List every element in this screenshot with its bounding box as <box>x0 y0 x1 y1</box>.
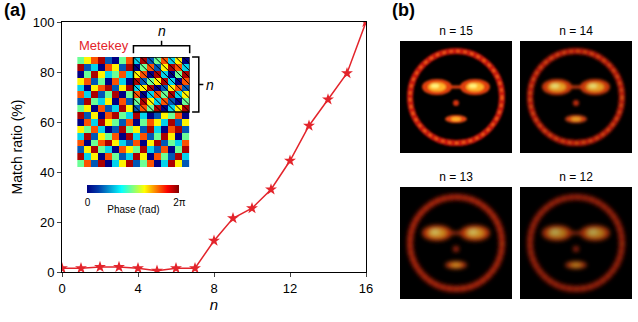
svg-text:60: 60 <box>40 115 54 130</box>
svg-text:0: 0 <box>58 281 65 296</box>
svg-text:2π: 2π <box>173 197 186 208</box>
svg-text:n: n <box>158 23 166 39</box>
svg-text:8: 8 <box>210 281 217 296</box>
svg-text:0: 0 <box>85 197 91 208</box>
svg-text:n: n <box>206 77 214 93</box>
html-text:n = 13: n = 13 <box>439 170 473 184</box>
svg-text:100: 100 <box>33 15 55 30</box>
svg-text:n: n <box>210 296 218 313</box>
svg-text:Phase (rad): Phase (rad) <box>107 204 159 215</box>
html-text:(b): (b) <box>392 0 415 20</box>
html-text:n = 12: n = 12 <box>559 170 593 184</box>
svg-text:Match ratio (%): Match ratio (%) <box>9 100 25 195</box>
svg-text:20: 20 <box>40 215 54 230</box>
html-text:n = 14: n = 14 <box>559 24 593 38</box>
svg-text:Metekey: Metekey <box>79 38 129 53</box>
html-text:n = 15: n = 15 <box>439 24 473 38</box>
svg-text:4: 4 <box>134 281 141 296</box>
svg-text:12: 12 <box>283 281 297 296</box>
svg-text:0: 0 <box>47 265 54 280</box>
svg-text:80: 80 <box>40 65 54 80</box>
svg-text:16: 16 <box>359 281 373 296</box>
html-text:(a): (a) <box>4 0 26 20</box>
svg-text:40: 40 <box>40 165 54 180</box>
